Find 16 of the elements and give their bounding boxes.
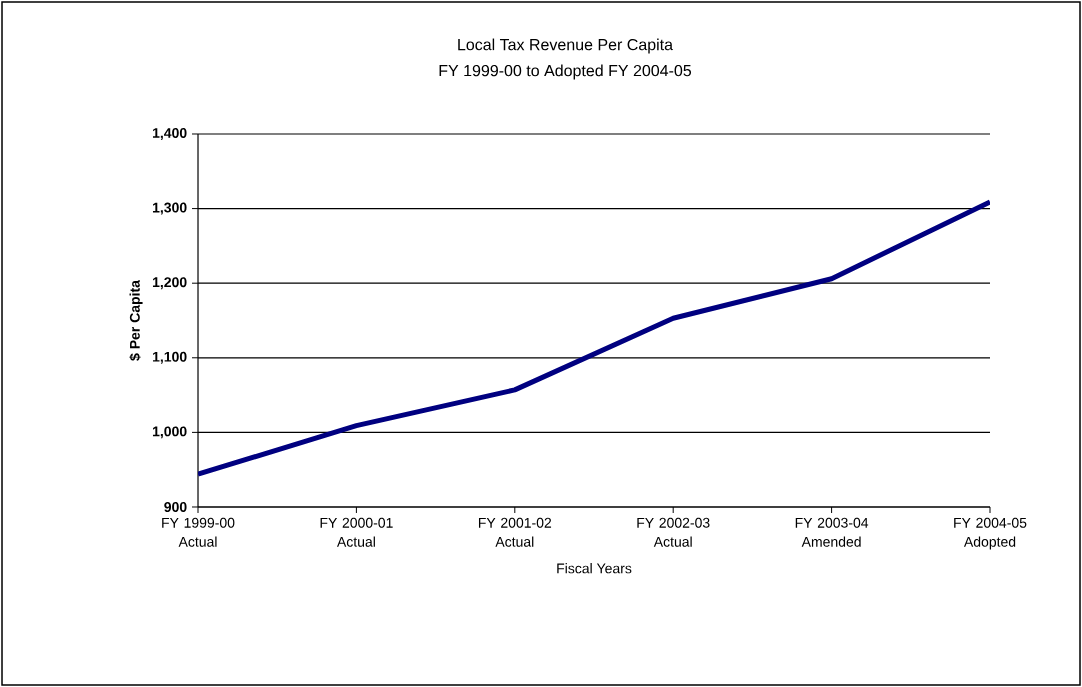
y-tick-label: 900 — [164, 502, 187, 512]
y-tick-label: 1,000 — [152, 426, 187, 439]
x-tick-label: FY 2001-02 Actual — [478, 517, 552, 547]
x-tick-label: FY 1999-00 Actual — [162, 517, 235, 547]
x-tick-label: FY 2002-03 Actual — [637, 517, 710, 547]
y-tick-label: 1,300 — [152, 202, 187, 215]
y-tick-label: 1,400 — [152, 128, 187, 140]
y-tick-label: 1,200 — [152, 277, 187, 290]
x-axis-title: Fiscal Years — [557, 563, 632, 574]
y-tick-label: 1,100 — [152, 351, 187, 364]
x-tick-label: FY 2000-01 Actual — [320, 517, 393, 547]
chart-subtitle: FY 1999-00 to Adopted FY 2004-05 — [439, 64, 692, 80]
x-tick-label: FY 2003-04 Amended — [795, 517, 869, 547]
x-tick-label: FY 2004-05 Adopted — [954, 517, 1027, 550]
y-axis-title: $ Per Capita — [129, 279, 143, 361]
chart-title: Local Tax Revenue Per Capita — [458, 38, 674, 54]
